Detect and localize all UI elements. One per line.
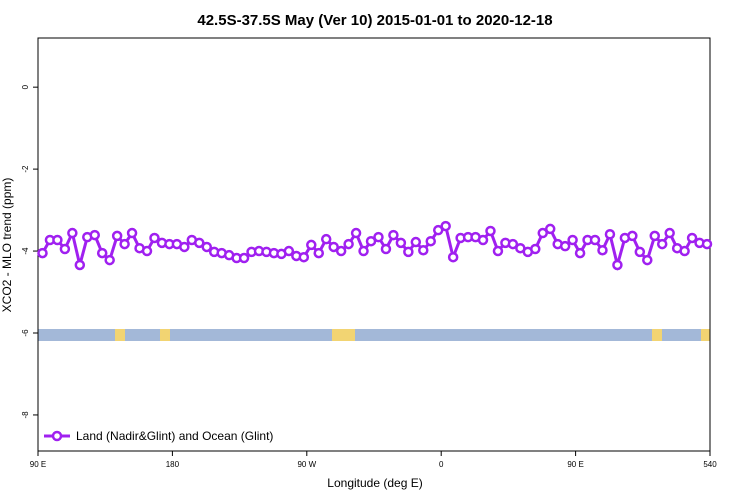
point: [679, 245, 690, 257]
x-tick-label: 540: [703, 460, 717, 469]
point: [612, 259, 623, 271]
point: [96, 247, 108, 259]
point: [365, 235, 377, 247]
x-tick-label: 90 W: [297, 460, 316, 469]
point: [306, 239, 317, 251]
y-tick-label: -4: [21, 247, 30, 255]
point: [320, 233, 332, 245]
y-axis-label: XCO2 - MLO trend (ppm): [0, 178, 14, 313]
x-tick-label: 90 E: [30, 460, 46, 469]
point: [485, 225, 496, 237]
point: [507, 238, 519, 250]
point: [649, 230, 660, 242]
point: [686, 232, 698, 244]
point: [67, 227, 78, 239]
point: [283, 245, 295, 257]
point: [194, 237, 205, 249]
point: [574, 247, 586, 259]
point: [52, 234, 63, 246]
point: [328, 241, 339, 253]
chart-title: 42.5S-37.5S May (Ver 10) 2015-01-01 to 2…: [197, 12, 552, 29]
point: [656, 238, 668, 250]
point: [403, 246, 414, 258]
point: [74, 259, 86, 271]
point: [37, 247, 48, 259]
land-patch: [701, 329, 710, 341]
point: [440, 220, 451, 232]
point: [447, 251, 459, 263]
point: [149, 232, 160, 244]
point: [642, 254, 653, 266]
point: [358, 245, 369, 257]
land-patch: [332, 329, 355, 341]
point: [395, 237, 407, 249]
point: [201, 241, 212, 253]
point: [627, 230, 638, 242]
point: [634, 246, 646, 258]
x-axis-label: Longitude (deg E): [327, 476, 422, 490]
point: [343, 238, 354, 250]
point: [335, 245, 347, 257]
point: [350, 227, 362, 239]
point: [492, 245, 504, 257]
point: [567, 234, 578, 246]
point: [559, 240, 571, 252]
point: [89, 229, 100, 241]
y-tick-label: -6: [21, 329, 30, 337]
point: [298, 251, 310, 263]
point: [313, 247, 324, 259]
point: [537, 227, 548, 239]
point: [589, 234, 601, 246]
ocean-band: [38, 329, 710, 341]
point: [119, 238, 130, 250]
point: [410, 236, 422, 248]
point: [664, 227, 675, 239]
y-tick-label: -8: [21, 411, 30, 419]
land-ocean-strip: [38, 329, 710, 341]
point: [104, 254, 115, 266]
legend-marker: [51, 430, 63, 442]
y-tick-label: 0: [21, 84, 30, 89]
point: [425, 235, 436, 247]
point: [388, 229, 399, 241]
land-patch: [115, 329, 125, 341]
point: [597, 244, 608, 256]
x-tick-label: 0: [439, 460, 444, 469]
point: [544, 223, 556, 235]
point: [432, 224, 444, 236]
x-tick-label: 180: [166, 460, 180, 469]
x-tick-label: 90 E: [567, 460, 583, 469]
point: [380, 243, 392, 255]
point: [59, 243, 71, 255]
point: [477, 234, 489, 246]
point: [604, 229, 616, 240]
point: [111, 230, 123, 242]
land-patch: [652, 329, 662, 341]
land-patch: [160, 329, 170, 341]
point: [418, 244, 429, 256]
point: [701, 238, 713, 250]
point: [530, 243, 541, 255]
point: [126, 227, 138, 239]
point: [238, 252, 250, 264]
y-tick-label: -2: [21, 165, 30, 173]
legend-label: Land (Nadir&Glint) and Ocean (Glint): [76, 429, 273, 443]
point: [373, 231, 384, 243]
point: [141, 245, 153, 257]
point: [179, 241, 190, 253]
